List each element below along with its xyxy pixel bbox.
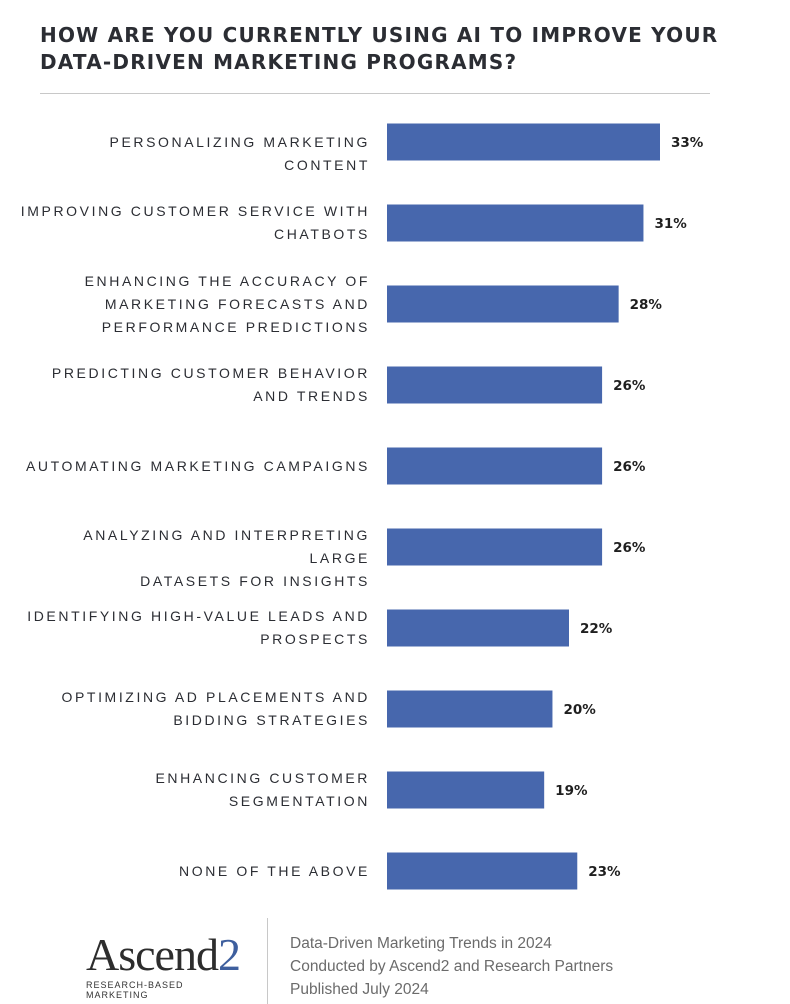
category-label-line: AND TRENDS xyxy=(253,388,370,404)
data-label-0: 33% xyxy=(671,135,704,151)
category-label-line: BIDDING STRATEGIES xyxy=(173,712,370,728)
title-divider xyxy=(40,93,710,94)
category-label-7: OPTIMIZING AD PLACEMENTS AND BIDDING STRA… xyxy=(20,686,370,732)
category-label-0: PERSONALIZING MARKETING CONTENT xyxy=(20,131,370,177)
category-label-line: AUTOMATING MARKETING CAMPAIGNS xyxy=(25,457,370,474)
bar-0 xyxy=(387,123,660,161)
data-label-3: 26% xyxy=(613,378,646,394)
bar-4 xyxy=(387,447,603,485)
bar-3 xyxy=(387,366,603,404)
category-label-line: MARKETING FORECASTS AND xyxy=(104,295,370,312)
credit-line-report: Data-Driven Marketing Trends in 2024 xyxy=(290,935,552,952)
category-label-line: IMPROVING CUSTOMER SERVICE WITH xyxy=(20,203,370,219)
bar-5 xyxy=(387,528,603,566)
category-label-4: AUTOMATING MARKETING CAMPAIGNS xyxy=(20,455,370,478)
category-label-6: IDENTIFYING HIGH-VALUE LEADS AND PROSPECT… xyxy=(20,605,370,651)
category-label-5: ANALYZING AND INTERPRETING LARGE DATASETS… xyxy=(20,524,370,593)
data-label-1: 31% xyxy=(654,216,687,232)
category-label-line: SEGMENTATION xyxy=(228,793,370,809)
category-label-line: CHATBOTS xyxy=(274,226,370,242)
logo-wordmark: Ascend2 xyxy=(86,929,241,980)
bar-1 xyxy=(387,204,644,242)
data-label-4: 26% xyxy=(613,459,646,475)
data-label-7: 20% xyxy=(563,702,596,718)
category-label-3: PREDICTING CUSTOMER BEHAVIOR AND TRENDS xyxy=(20,362,370,408)
category-label-line: DATASETS FOR INSIGHTS xyxy=(140,573,370,589)
bar-8 xyxy=(387,771,545,809)
ascend2-logo: Ascend2 RESEARCH-BASED MARKETING xyxy=(86,929,246,1001)
bar-chart: 33% 31% 28% 26% 26% 26% 22% 20% 19% 23% xyxy=(387,123,704,890)
category-label-9: NONE OF THE ABOVE xyxy=(20,860,370,883)
chart-title: HOW ARE YOU CURRENTLY USING AI TO IMPROV… xyxy=(40,23,719,74)
category-label-line: ENHANCING CUSTOMER xyxy=(155,770,370,786)
footer-divider xyxy=(267,918,268,1004)
category-label-8: ENHANCING CUSTOMER SEGMENTATION xyxy=(20,767,370,813)
data-label-6: 22% xyxy=(580,621,613,637)
data-label-5: 26% xyxy=(613,540,646,556)
category-label-2: ENHANCING THE ACCURACY OF MARKETING FOREC… xyxy=(20,270,370,339)
category-label-1: IMPROVING CUSTOMER SERVICE WITH CHATBOTS xyxy=(20,200,370,246)
data-label-9: 23% xyxy=(588,864,621,880)
data-label-8: 19% xyxy=(555,783,588,799)
bar-7 xyxy=(387,690,553,728)
category-label-line: ANALYZING AND INTERPRETING LARGE xyxy=(83,527,370,566)
bar-9 xyxy=(387,852,578,890)
logo-tagline: RESEARCH-BASED MARKETING xyxy=(86,980,184,1000)
data-label-2: 28% xyxy=(630,297,663,313)
category-label-line: NONE OF THE ABOVE xyxy=(179,862,370,879)
bar-2 xyxy=(387,285,619,323)
category-label-line: PERFORMANCE PREDICTIONS xyxy=(101,318,370,335)
category-label-line: OPTIMIZING AD PLACEMENTS AND xyxy=(61,689,370,705)
category-label-line: PREDICTING CUSTOMER BEHAVIOR xyxy=(51,365,370,381)
category-label-line: ENHANCING THE ACCURACY OF xyxy=(84,272,370,289)
bar-6 xyxy=(387,609,569,647)
footer-credits: Data-Driven Marketing Trends in 2024 Con… xyxy=(290,932,613,1001)
credit-line-published: Published July 2024 xyxy=(290,981,429,998)
credit-line-conducted: Conducted by Ascend2 and Research Partne… xyxy=(290,958,614,975)
category-label-line: IDENTIFYING HIGH-VALUE LEADS AND xyxy=(27,608,370,624)
category-label-line: PROSPECTS xyxy=(260,631,370,647)
category-label-line: PERSONALIZING MARKETING CONTENT xyxy=(109,133,370,173)
